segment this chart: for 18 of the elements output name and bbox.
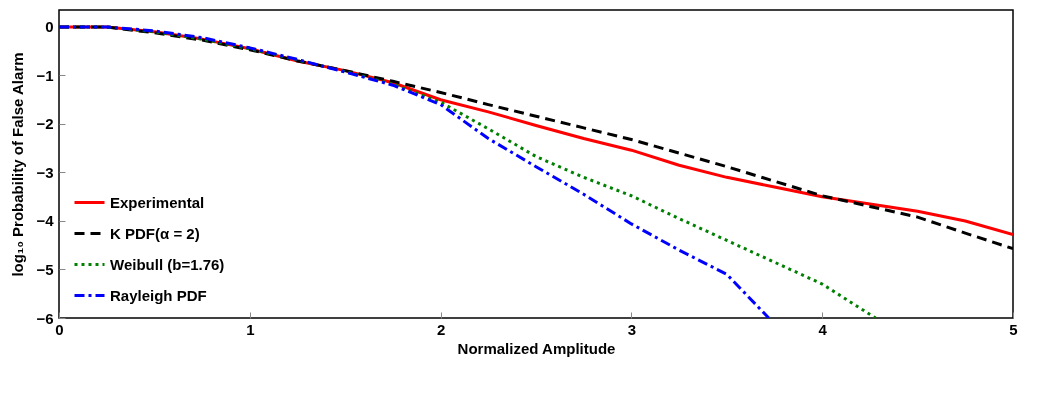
y-tick-label: −3: [36, 163, 54, 181]
legend-label: Weibull (b=1.76): [110, 255, 225, 273]
y-tick-label: 0: [45, 18, 54, 36]
x-tick-label: 4: [818, 320, 828, 338]
legend-label: Rayleigh PDF: [110, 286, 207, 304]
y-tick-label: −5: [36, 261, 54, 278]
x-tick-label: 5: [1009, 320, 1018, 338]
x-tick-label: 2: [436, 320, 446, 338]
legend-label: K PDF(α = 2): [110, 224, 200, 242]
y-axis-title: log₁₀ Probability of False Alarm: [9, 52, 27, 277]
y-tick-label: −6: [36, 309, 54, 327]
y-tick-label: −4: [36, 212, 55, 230]
y-tick-label: −1: [36, 66, 54, 84]
x-tick-label: 1: [246, 320, 255, 338]
y-tick-label: −2: [36, 115, 54, 133]
x-tick-label: 3: [627, 320, 637, 338]
x-axis-title: Normalized Amplitude: [457, 339, 616, 357]
legend-label: Experimental: [110, 193, 205, 211]
